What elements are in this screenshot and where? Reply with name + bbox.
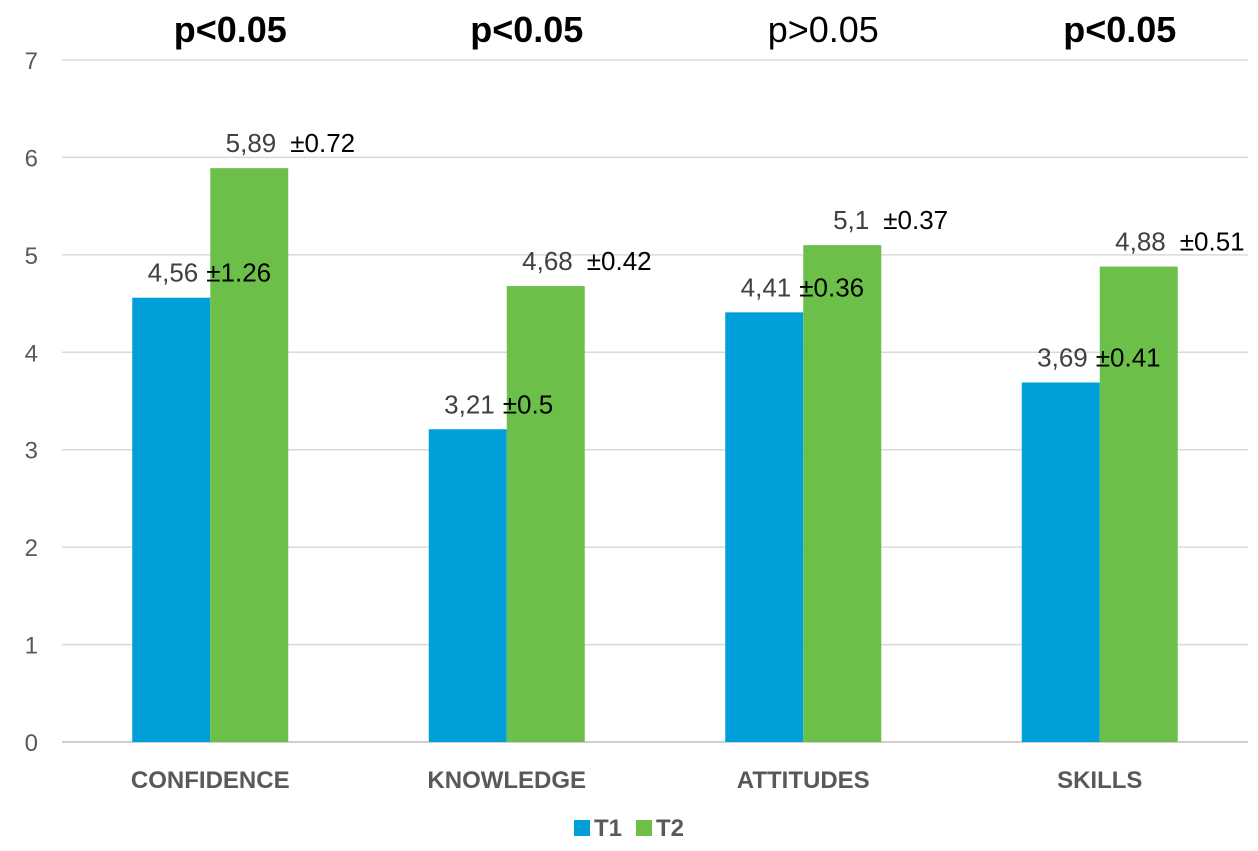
bar-t1-knowledge (428, 429, 507, 742)
category-label: ATTITUDES (737, 767, 870, 794)
legend-swatch-t1 (574, 820, 590, 836)
bars (132, 168, 1178, 742)
value-label: 3,69 (1037, 342, 1088, 372)
p-value-label: p<0.05 (1063, 9, 1176, 50)
y-tick-label: 1 (25, 633, 38, 660)
bar-t1-skills (1021, 382, 1100, 742)
y-axis: 0 1 2 3 4 5 6 7 (25, 48, 38, 757)
error-label: ±0.42 (587, 246, 652, 276)
error-label: ±0.37 (883, 205, 948, 235)
y-tick-label: 5 (25, 243, 38, 270)
value-label: 4,56 (148, 258, 199, 288)
p-value-annotations: p<0.05 p<0.05 p>0.05 p<0.05 (174, 9, 1177, 50)
value-label: 4,88 (1115, 227, 1166, 257)
p-value-label: p>0.05 (768, 9, 879, 50)
error-label: ±0.41 (1096, 342, 1161, 372)
legend-label-t1: T1 (594, 815, 622, 842)
value-label: 5,1 (833, 205, 869, 235)
category-label: KNOWLEDGE (427, 767, 586, 794)
legend-label-t2: T2 (656, 815, 684, 842)
data-labels: 4,56 ±1.26 3,21 ±0.5 4,41 ±0.36 3,69 ±0.41 5,89 ±… (148, 128, 1245, 419)
legend-swatch-t2 (636, 820, 652, 836)
error-label: ±1.26 (206, 258, 271, 288)
bar-t2-skills (1099, 266, 1178, 742)
y-tick-label: 7 (25, 48, 38, 75)
category-label: SKILLS (1057, 767, 1142, 794)
y-tick-label: 4 (25, 340, 38, 367)
bar-t2-knowledge (506, 286, 585, 742)
y-tick-label: 0 (25, 730, 38, 757)
category-label: CONFIDENCE (131, 767, 290, 794)
bar-t1-attitudes (725, 312, 804, 742)
y-tick-label: 2 (25, 535, 38, 562)
value-label: 4,68 (522, 246, 573, 276)
p-value-label: p<0.05 (470, 9, 583, 50)
error-label: ±0.5 (503, 389, 553, 419)
x-axis: CONFIDENCE KNOWLEDGE ATTITUDES SKILLS (131, 767, 1143, 794)
bar-t1-confidence (132, 297, 211, 742)
value-label: 5,89 (226, 128, 277, 158)
bar-t2-attitudes (803, 245, 882, 742)
legend: T1 T2 (574, 815, 684, 842)
value-label: 3,21 (444, 389, 495, 419)
y-tick-label: 3 (25, 438, 38, 465)
error-label: ±0.51 (1180, 227, 1245, 257)
error-label: ±0.72 (290, 128, 355, 158)
error-label: ±0.36 (799, 272, 864, 302)
value-label: 4,41 (741, 272, 792, 302)
p-value-label: p<0.05 (174, 9, 287, 50)
y-tick-label: 6 (25, 145, 38, 172)
bar-t2-confidence (210, 168, 289, 742)
